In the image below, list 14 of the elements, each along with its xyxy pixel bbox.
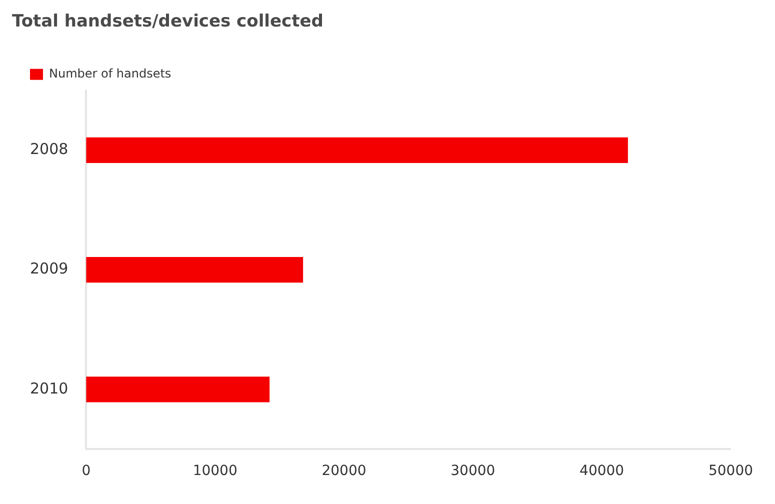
x-tick-label: 30000 — [450, 463, 496, 480]
bar — [86, 376, 270, 402]
chart-title: Total handsets/devices collected — [12, 12, 324, 32]
y-tick-label: 2009 — [30, 260, 68, 278]
x-tick-label: 0 — [82, 463, 91, 480]
legend-label: Number of handsets — [49, 66, 172, 81]
bar — [86, 256, 304, 283]
x-tick-label: 50000 — [708, 463, 754, 480]
x-tick-label: 10000 — [192, 463, 238, 480]
bar — [86, 137, 628, 164]
y-tick-label: 2010 — [30, 379, 68, 398]
x-tick-label: 40000 — [580, 463, 624, 480]
y-tick-label: 2008 — [30, 140, 68, 158]
x-tick-label: 20000 — [322, 463, 366, 480]
